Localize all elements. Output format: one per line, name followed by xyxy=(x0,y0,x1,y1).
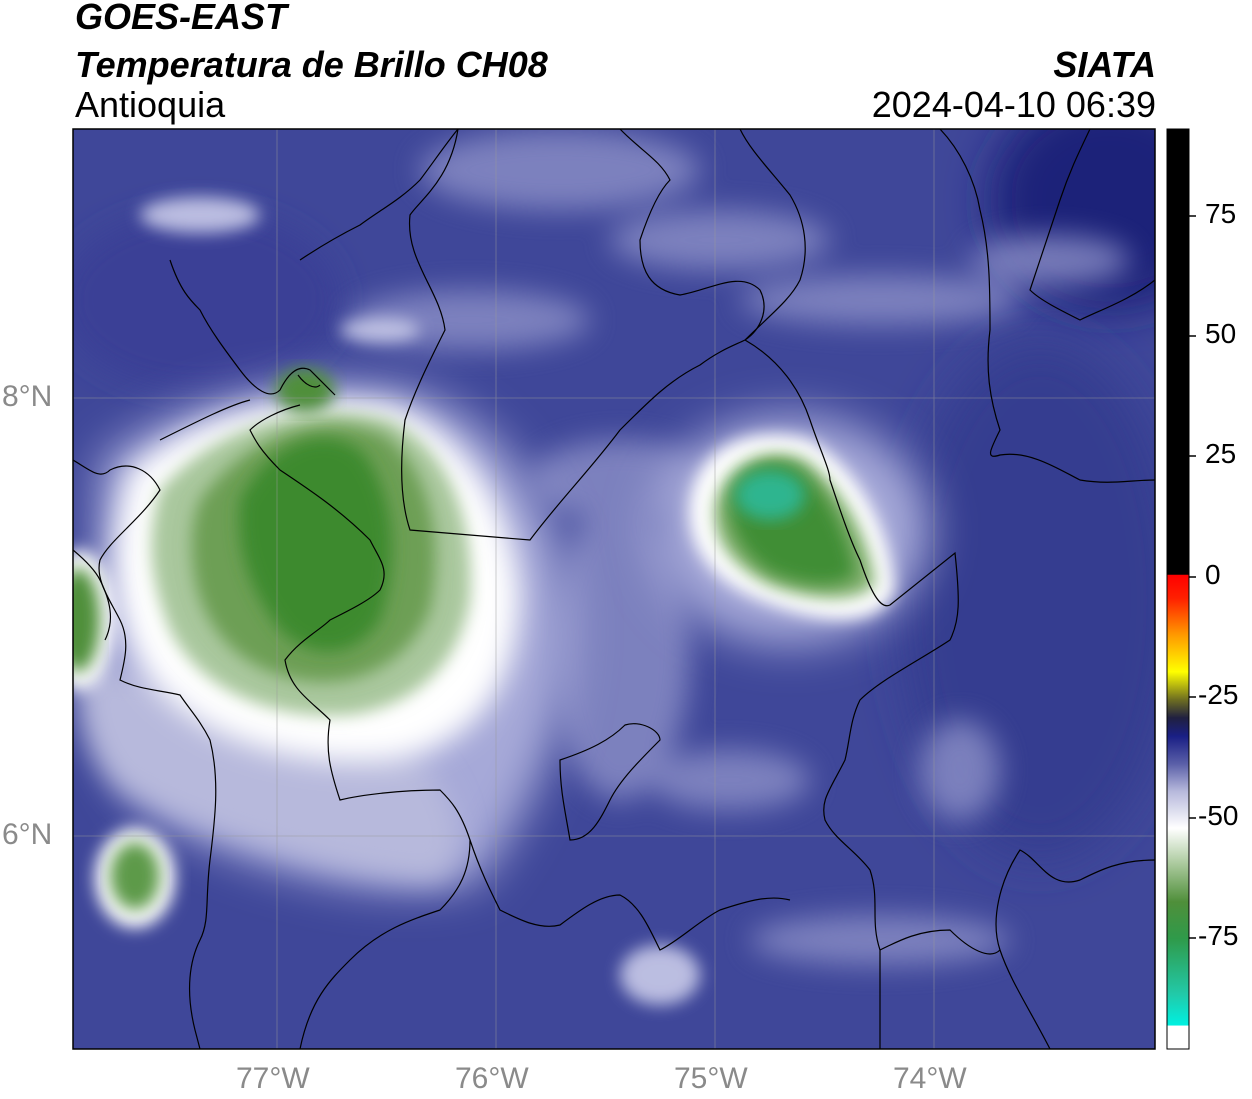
region-label: Antioquia xyxy=(75,84,226,125)
administrative-boundaries xyxy=(73,129,1155,1049)
colorbar-tick-label: -50 xyxy=(1198,800,1239,831)
x-tick-label: 75°W xyxy=(674,1062,748,1095)
colorbar-tick-label: 50 xyxy=(1205,318,1237,349)
x-tick-label: 77°W xyxy=(236,1062,310,1095)
colorbar-tick-label: -25 xyxy=(1198,679,1239,710)
satellite-title: GOES-EAST xyxy=(75,0,288,37)
y-tick-label: 6°N xyxy=(2,818,53,851)
satellite-imagery xyxy=(73,129,1155,1049)
x-tick-label: 74°W xyxy=(893,1062,967,1095)
organization-label: SIATA xyxy=(1053,44,1156,85)
x-tick-label: 76°W xyxy=(455,1062,529,1095)
colorbar-tick-label: 25 xyxy=(1205,438,1237,469)
colorbar-tick-label: -75 xyxy=(1198,920,1239,951)
map-frame xyxy=(72,128,1156,1050)
colorbar xyxy=(1166,128,1196,1050)
product-title: Temperatura de Brillo CH08 xyxy=(75,44,548,85)
datetime-label: 2024-04-10 06:39 xyxy=(871,84,1156,125)
colorbar-tick-label: 0 xyxy=(1205,559,1221,590)
y-tick-label: 8°N xyxy=(2,380,53,413)
colorbar-tick-label: 75 xyxy=(1205,198,1237,229)
graticule xyxy=(73,129,1155,1049)
